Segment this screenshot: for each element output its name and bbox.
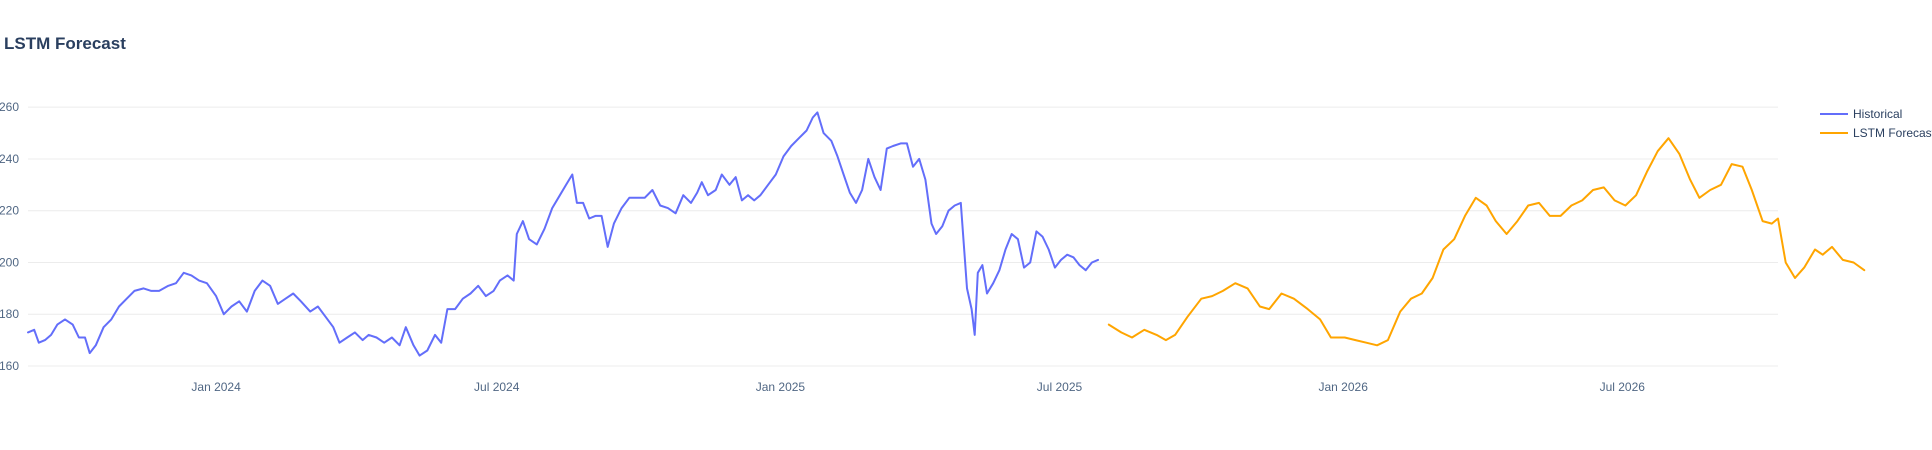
y-tick-label: 160 — [0, 359, 19, 373]
series-line-lstm-forecast[interactable] — [1107, 137, 1866, 347]
legend-item-historical[interactable]: Historical — [1820, 107, 1902, 121]
chart-title: LSTM Forecast — [4, 34, 126, 53]
y-tick-label: 260 — [0, 100, 19, 114]
series-line-historical[interactable] — [27, 111, 1099, 357]
series-lines — [27, 111, 1866, 357]
legend[interactable]: Historical LSTM Forecast — [1820, 107, 1932, 140]
y-tick-label: 180 — [0, 307, 19, 321]
x-tick-label: Jan 2024 — [191, 380, 241, 394]
legend-label: LSTM Forecast — [1853, 126, 1932, 140]
y-tick-label: 220 — [0, 204, 19, 218]
y-axis-tick-labels: 160 180 200 220 240 260 — [0, 100, 19, 373]
x-tick-label: Jul 2024 — [474, 380, 520, 394]
legend-label: Historical — [1853, 107, 1902, 121]
y-tick-label: 240 — [0, 152, 19, 166]
y-tick-label: 200 — [0, 255, 19, 269]
x-tick-label: Jan 2026 — [1319, 380, 1369, 394]
x-tick-label: Jan 2025 — [756, 380, 806, 394]
grid-lines — [28, 106, 1778, 367]
legend-item-lstm-forecast[interactable]: LSTM Forecast — [1820, 126, 1932, 140]
x-axis-tick-labels: Jan 2024 Jul 2024 Jan 2025 Jul 2025 Jan 2026… — [191, 380, 1645, 394]
x-tick-label: Jul 2025 — [1037, 380, 1083, 394]
x-tick-label: Jul 2026 — [1600, 380, 1646, 394]
